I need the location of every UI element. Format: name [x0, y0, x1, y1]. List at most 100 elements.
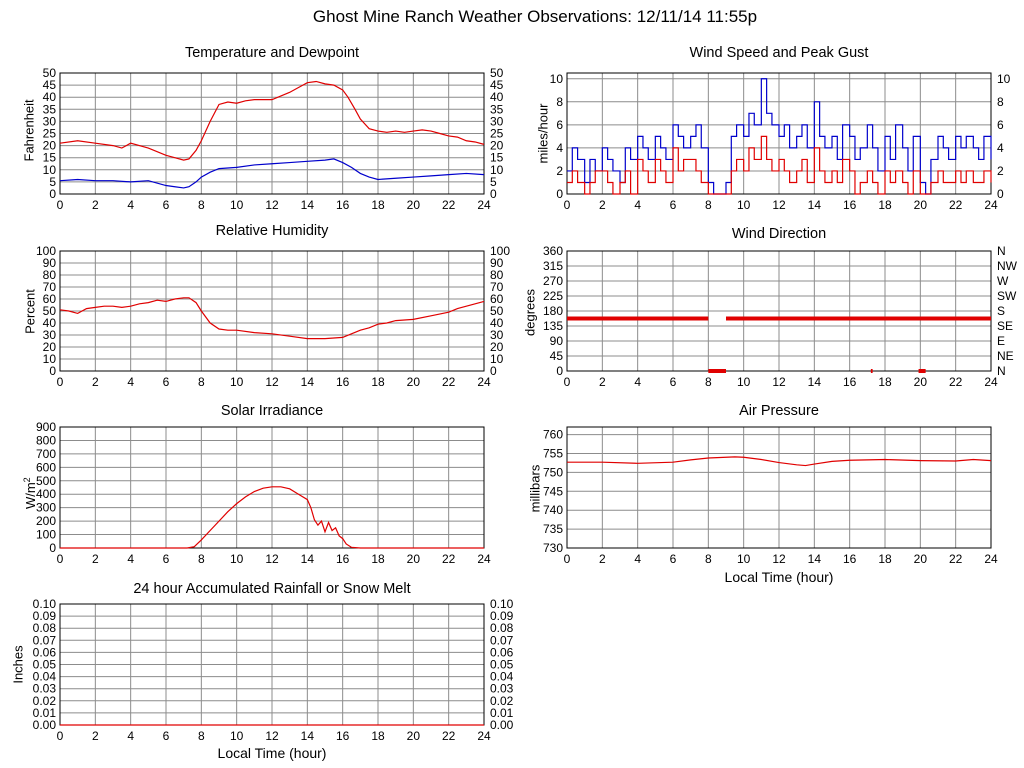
pressure-y-tick-label: 735	[543, 522, 563, 536]
wind-x-tick-label: 18	[878, 198, 892, 212]
rain-x-tick-label: 22	[442, 729, 456, 743]
temp-right-tick-label: 40	[490, 90, 504, 104]
temp-y-tick-label: 45	[43, 78, 57, 92]
wdir-x-tick-label: 12	[772, 375, 786, 389]
temp-x-tick-label: 12	[265, 198, 279, 212]
wdir-right-tick-label: N	[997, 364, 1006, 378]
wind-chart-title: Wind Speed and Peak Gust	[689, 45, 869, 61]
rain-right-tick-label: 0.10	[490, 597, 514, 611]
solar-x-tick-label: 10	[230, 552, 244, 566]
rain-x-tick-label: 14	[301, 729, 315, 743]
wind-plot-frame	[566, 72, 992, 195]
rh-y-tick-label: 10	[43, 352, 57, 366]
temp-plot-frame	[59, 72, 485, 195]
rh-right-tick-label: 70	[490, 280, 504, 294]
rain-x-tick-label: 18	[371, 729, 385, 743]
solar-x-tick-label: 6	[163, 552, 170, 566]
pressure-x-axis-label: Local Time (hour)	[724, 569, 834, 585]
rh-x-tick-label: 10	[230, 375, 244, 389]
solar-x-tick-label: 16	[336, 552, 350, 566]
wdir-x-tick-label: 20	[914, 375, 928, 389]
rh-y-tick-label: 80	[43, 268, 57, 282]
temp-y-tick-label: 15	[43, 151, 57, 165]
wind-y-tick-label: 2	[556, 164, 563, 178]
wdir-x-tick-label: 4	[634, 375, 641, 389]
pressure-x-tick-label: 2	[599, 552, 606, 566]
rh-x-tick-label: 14	[301, 375, 315, 389]
wind-x-tick-label: 22	[949, 198, 963, 212]
rh-plot-frame	[59, 250, 485, 372]
wdir-x-tick-label: 6	[670, 375, 677, 389]
pressure-x-tick-label: 14	[808, 552, 822, 566]
pressure-x-tick-label: 12	[772, 552, 786, 566]
rh-right-tick-label: 20	[490, 340, 504, 354]
wind-x-tick-label: 14	[808, 198, 822, 212]
wind-right-tick-label: 10	[997, 72, 1011, 86]
wind-y-tick-label: 6	[556, 118, 563, 132]
pressure-y-tick-label: 740	[543, 503, 563, 517]
rain-y-tick-label: 0.08	[33, 621, 57, 635]
wdir-x-tick-label: 22	[949, 375, 963, 389]
wdir-right-tick-label: NE	[997, 349, 1014, 363]
solar-y-tick-label: 700	[36, 447, 56, 461]
rain-y-tick-label: 0.10	[33, 597, 57, 611]
wdir-right-tick-label: SE	[997, 319, 1013, 333]
wdir-y-tick-label: 225	[543, 289, 563, 303]
pressure-x-tick-label: 22	[949, 552, 963, 566]
rain-right-tick-label: 0.03	[490, 682, 514, 696]
rain-right-tick-label: 0.05	[490, 658, 514, 672]
rh-y-tick-label: 40	[43, 316, 57, 330]
rain-chart-title: 24 hour Accumulated Rainfall or Snow Mel…	[133, 581, 411, 597]
solar-series-red-line	[60, 486, 484, 549]
pressure-chart-title: Air Pressure	[739, 403, 819, 419]
wdir-y-tick-label: 90	[550, 334, 564, 348]
rh-right-tick-label: 90	[490, 256, 504, 270]
temp-x-tick-label: 0	[57, 198, 64, 212]
rh-y-tick-label: 20	[43, 340, 57, 354]
wdir-y-tick-label: 135	[543, 319, 563, 333]
solar-x-tick-label: 18	[371, 552, 385, 566]
temp-right-tick-label: 50	[490, 66, 504, 80]
rh-y-tick-label: 60	[43, 292, 57, 306]
temp-x-tick-label: 10	[230, 198, 244, 212]
temp-series-blue-line	[59, 158, 485, 189]
rh-right-tick-label: 10	[490, 352, 504, 366]
rain-x-tick-label: 6	[163, 729, 170, 743]
temp-y-tick-label: 25	[43, 127, 57, 141]
pressure-x-tick-label: 16	[843, 552, 857, 566]
solar-y-tick-label: 500	[36, 474, 56, 488]
pressure-y-tick-label: 730	[543, 541, 563, 555]
wdir-y-tick-label: 360	[543, 244, 563, 258]
pressure-x-tick-label: 4	[634, 552, 641, 566]
wdir-right-tick-label: SW	[997, 289, 1017, 303]
wind-y-tick-label: 0	[556, 187, 563, 201]
wdir-x-tick-label: 0	[564, 375, 571, 389]
pressure-series-red-line	[567, 456, 992, 467]
temp-x-tick-label: 6	[163, 198, 170, 212]
temp-right-tick-label: 30	[490, 114, 504, 128]
wdir-y-tick-label: 180	[543, 304, 563, 318]
rh-right-tick-label: 80	[490, 268, 504, 282]
wind-x-tick-label: 0	[564, 198, 571, 212]
wind-x-tick-label: 6	[670, 198, 677, 212]
solar-x-tick-label: 24	[477, 552, 491, 566]
wind-right-tick-label: 2	[997, 164, 1004, 178]
temp-y-tick-label: 20	[43, 139, 57, 153]
solar-x-tick-label: 22	[442, 552, 456, 566]
temp-right-tick-label: 20	[490, 139, 504, 153]
wdir-right-tick-label: NW	[997, 259, 1018, 273]
rh-x-tick-label: 8	[198, 375, 205, 389]
wdir-x-tick-label: 16	[843, 375, 857, 389]
wdir-x-tick-label: 10	[737, 375, 751, 389]
temp-y-tick-label: 30	[43, 114, 57, 128]
rain-x-axis-label: Local Time (hour)	[217, 745, 327, 761]
pressure-x-tick-label: 8	[705, 552, 712, 566]
temp-x-tick-label: 22	[442, 198, 456, 212]
wdir-x-tick-label: 2	[599, 375, 606, 389]
solar-x-tick-label: 4	[127, 552, 134, 566]
wind-x-tick-label: 4	[634, 198, 641, 212]
rh-y-tick-label: 30	[43, 328, 57, 342]
wdir-right-tick-label: E	[997, 334, 1005, 348]
wdir-x-tick-label: 18	[878, 375, 892, 389]
temp-right-tick-label: 25	[490, 127, 504, 141]
